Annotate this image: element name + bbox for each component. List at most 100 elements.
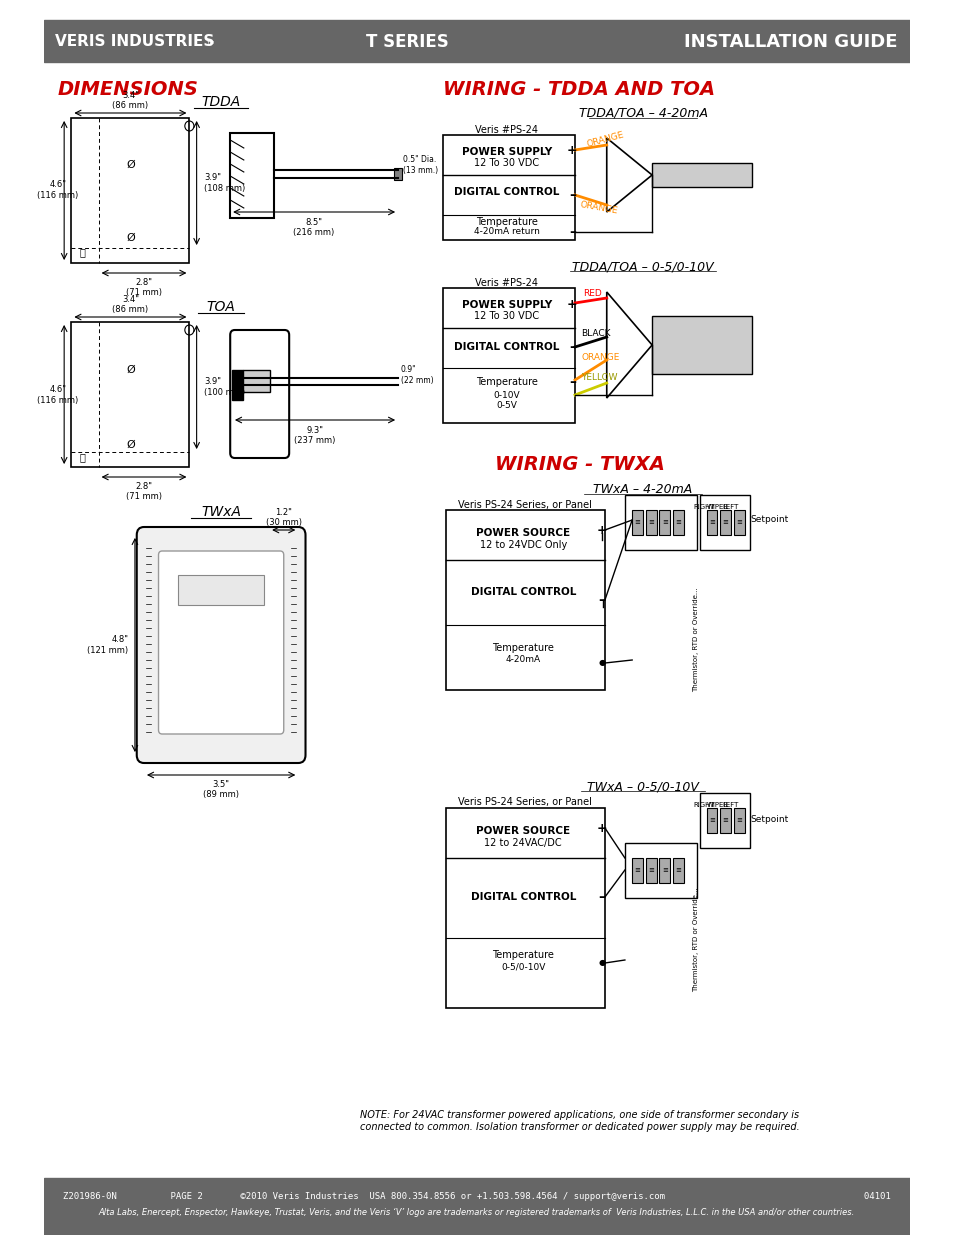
Text: ⓛ: ⓛ [79,247,85,257]
Bar [700,793,749,848]
Text: WIRING - TWXA: WIRING - TWXA [494,454,664,474]
Text: +: + [597,821,607,835]
Polygon shape [606,291,652,398]
Text: –: – [568,225,576,240]
Bar [652,316,751,374]
Text: Temperature: Temperature [492,643,554,653]
Text: Temperature: Temperature [476,377,537,387]
Text: TWxA – 0-5/0-10V: TWxA – 0-5/0-10V [586,781,699,793]
Text: ORANGE: ORANGE [585,131,624,149]
Text: POWER SUPPLY: POWER SUPPLY [461,300,552,310]
Text: Veris PS-24 Series, or Panel: Veris PS-24 Series, or Panel [457,797,592,806]
Text: 12 to 24VAC/DC: 12 to 24VAC/DC [484,839,561,848]
Bar [624,844,697,898]
Text: 3.4"
(86 mm): 3.4" (86 mm) [112,90,149,110]
Text: +: + [597,524,607,536]
Text: 3.9"
(108 mm): 3.9" (108 mm) [204,173,245,193]
Text: TWxA – 4-20mA: TWxA – 4-20mA [593,483,692,496]
Bar [632,858,642,883]
Text: ≡: ≡ [675,519,680,525]
Bar [44,20,909,62]
Text: RIGHT: RIGHT [692,802,714,808]
Text: 0-10V: 0-10V [493,390,519,399]
Text: ≡: ≡ [708,818,714,823]
Text: DIMENSIONS: DIMENSIONS [58,80,198,99]
Text: Temperature: Temperature [492,950,554,960]
Text: 3.4"
(86 mm): 3.4" (86 mm) [112,295,149,314]
Text: ●: ● [598,658,605,667]
Bar [733,808,744,832]
Text: WIPER: WIPER [705,802,728,808]
Bar [446,808,604,1008]
Text: 3.5"
(89 mm): 3.5" (89 mm) [203,781,239,799]
Bar [659,858,670,883]
Text: 0-5/0-10V: 0-5/0-10V [500,962,545,972]
Text: DIGITAL CONTROL: DIGITAL CONTROL [454,186,559,198]
Text: ●: ● [598,958,605,967]
Text: +: + [566,144,577,158]
Text: ≡: ≡ [634,519,639,525]
Text: ⓛ: ⓛ [79,452,85,462]
Bar [230,133,274,219]
Polygon shape [606,138,652,212]
Text: TDDA/TOA – 0-5/0-10V: TDDA/TOA – 0-5/0-10V [572,261,713,273]
FancyBboxPatch shape [136,527,305,763]
Bar [243,370,270,391]
Text: ≡: ≡ [736,818,741,823]
Bar [443,288,575,424]
Text: 4-20mA: 4-20mA [505,656,540,664]
Bar [659,510,670,535]
Text: NOTE: For 24VAC transformer powered applications, one side of transformer second: NOTE: For 24VAC transformer powered appl… [359,1110,799,1131]
Text: ORANGE: ORANGE [578,200,618,216]
Bar [443,135,575,240]
Text: 0.5" Dia.
(13 mm.): 0.5" Dia. (13 mm.) [402,156,437,174]
Text: LEFT: LEFT [722,504,739,510]
Bar [720,510,730,535]
Text: DIGITAL CONTROL: DIGITAL CONTROL [454,342,559,352]
Text: ≡: ≡ [648,519,654,525]
Text: Ø: Ø [126,366,134,375]
Text: ™: ™ [206,40,215,49]
Bar [394,168,401,180]
Text: 0.9"
(22 mm): 0.9" (22 mm) [400,366,433,384]
Text: 4.6"
(116 mm): 4.6" (116 mm) [37,385,78,405]
Text: LEFT: LEFT [722,802,739,808]
Bar [71,119,190,263]
Text: ≡: ≡ [648,867,654,873]
Text: Ø: Ø [126,440,134,450]
Text: TWxA: TWxA [201,505,241,519]
Text: Setpoint: Setpoint [749,515,787,525]
Text: INSTALLATION GUIDE: INSTALLATION GUIDE [683,33,896,51]
Text: TOA: TOA [207,300,235,314]
Text: VERIS INDUSTRIES: VERIS INDUSTRIES [55,35,214,49]
Text: 12 To 30 VDC: 12 To 30 VDC [474,311,539,321]
Bar [700,495,749,550]
Text: RIGHT: RIGHT [692,504,714,510]
Text: RED: RED [582,289,601,299]
Bar [232,370,243,400]
Text: 3.9"
(100 mm): 3.9" (100 mm) [204,378,245,396]
Bar [645,858,656,883]
Text: ≡: ≡ [661,867,667,873]
Text: WIRING - TDDA AND TOA: WIRING - TDDA AND TOA [443,80,715,99]
Bar [624,495,697,550]
Text: 12 To 30 VDC: 12 To 30 VDC [474,158,539,168]
Text: Temperature: Temperature [476,217,537,227]
Text: TDDA/TOA – 4-20mA: TDDA/TOA – 4-20mA [578,107,707,120]
Text: Veris #PS-24: Veris #PS-24 [475,278,537,288]
Text: –: – [568,375,576,389]
Bar [71,322,190,467]
Bar [446,510,604,690]
Text: 9.3"
(237 mm): 9.3" (237 mm) [294,426,335,446]
Bar [44,1178,909,1235]
Text: ≡: ≡ [708,519,714,525]
Bar [672,510,683,535]
Text: +: + [566,299,577,311]
Text: 12 to 24VDC Only: 12 to 24VDC Only [479,540,566,550]
Text: Z201986-0N          PAGE 2       ©2010 Veris Industries  USA 800.354.8556 or +1.: Z201986-0N PAGE 2 ©2010 Veris Industries… [63,1192,890,1200]
Bar [706,510,717,535]
Text: ≡: ≡ [722,519,728,525]
Text: ≡: ≡ [634,867,639,873]
Text: YELLOW: YELLOW [580,373,618,383]
Text: DIGITAL CONTROL: DIGITAL CONTROL [470,892,576,902]
